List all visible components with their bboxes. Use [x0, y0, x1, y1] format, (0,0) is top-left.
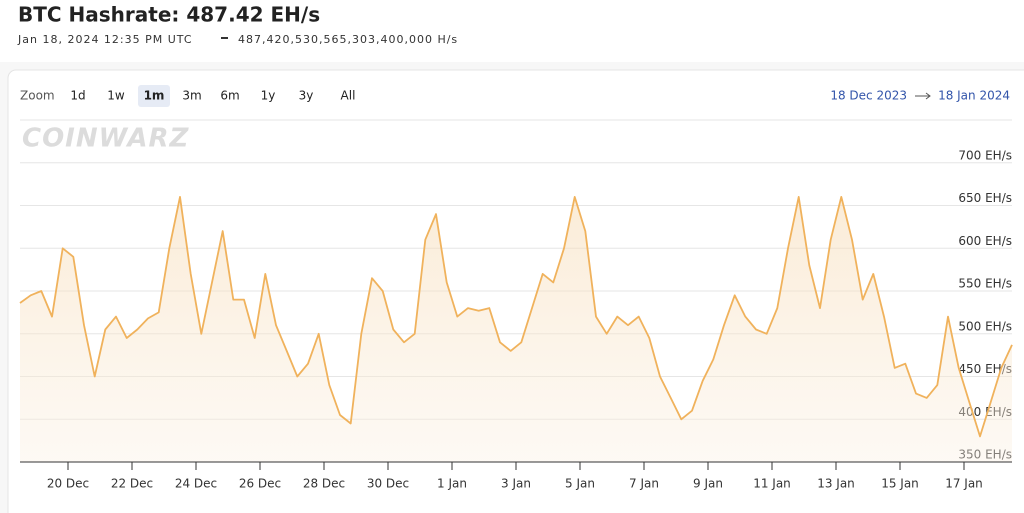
y-tick-label: 500 EH/s — [958, 319, 1012, 333]
x-tick-label: 17 Jan — [945, 477, 983, 491]
y-tick-label: 700 EH/s — [958, 148, 1012, 162]
range-to[interactable]: 18 Jan 2024 — [938, 89, 1010, 103]
zoom-active-bg — [138, 85, 170, 107]
x-tick-label: 30 Dec — [367, 477, 409, 491]
area — [20, 196, 1012, 462]
y-tick-label: 600 EH/s — [958, 234, 1012, 248]
zoom-button[interactable]: All — [341, 89, 356, 103]
zoom-button[interactable]: 1w — [107, 89, 125, 103]
zoom-button[interactable]: 3m — [182, 89, 201, 103]
arrow-head — [925, 92, 931, 100]
separator — [221, 37, 228, 39]
range-from[interactable]: 18 Dec 2023 — [830, 89, 907, 103]
zoom-button[interactable]: 1y — [261, 89, 276, 103]
x-tick-label: 1 Jan — [437, 477, 467, 491]
zoom-button[interactable]: 1d — [70, 89, 85, 103]
x-tick-label: 7 Jan — [629, 477, 659, 491]
x-tick-label: 13 Jan — [817, 477, 855, 491]
zoom-label: Zoom — [20, 89, 55, 103]
header-bg — [0, 0, 1024, 62]
x-tick-label: 24 Dec — [175, 477, 217, 491]
x-tick-label: 15 Jan — [881, 477, 919, 491]
zoom-button[interactable]: 6m — [220, 89, 239, 103]
x-tick-label: 3 Jan — [501, 477, 531, 491]
x-tick-label: 9 Jan — [693, 477, 723, 491]
x-tick-label: 11 Jan — [753, 477, 791, 491]
timestamp: Jan 18, 2024 12:35 PM UTC — [17, 33, 193, 46]
x-tick-label: 28 Dec — [303, 477, 345, 491]
y-tick-label: 450 EH/s — [958, 362, 1012, 376]
exact-hashrate: 487,420,530,565,303,400,000 H/s — [238, 33, 458, 46]
y-tick-label: 650 EH/s — [958, 191, 1012, 205]
zoom-button[interactable]: 3y — [299, 89, 314, 103]
x-tick-label: 5 Jan — [565, 477, 595, 491]
x-tick-label: 22 Dec — [111, 477, 153, 491]
y-tick-label: 550 EH/s — [958, 277, 1012, 291]
zoom-buttons: 1d 1w 1m 3m 6m 1y 3y All — [70, 85, 355, 107]
title: BTC Hashrate: 487.42 EH/s — [18, 3, 320, 27]
x-tick-label: 26 Dec — [239, 477, 281, 491]
x-tick-label: 20 Dec — [47, 477, 89, 491]
watermark: COINWARZ — [22, 124, 190, 154]
zoom-button[interactable]: 1m — [144, 89, 165, 103]
line — [19, 196, 1013, 438]
